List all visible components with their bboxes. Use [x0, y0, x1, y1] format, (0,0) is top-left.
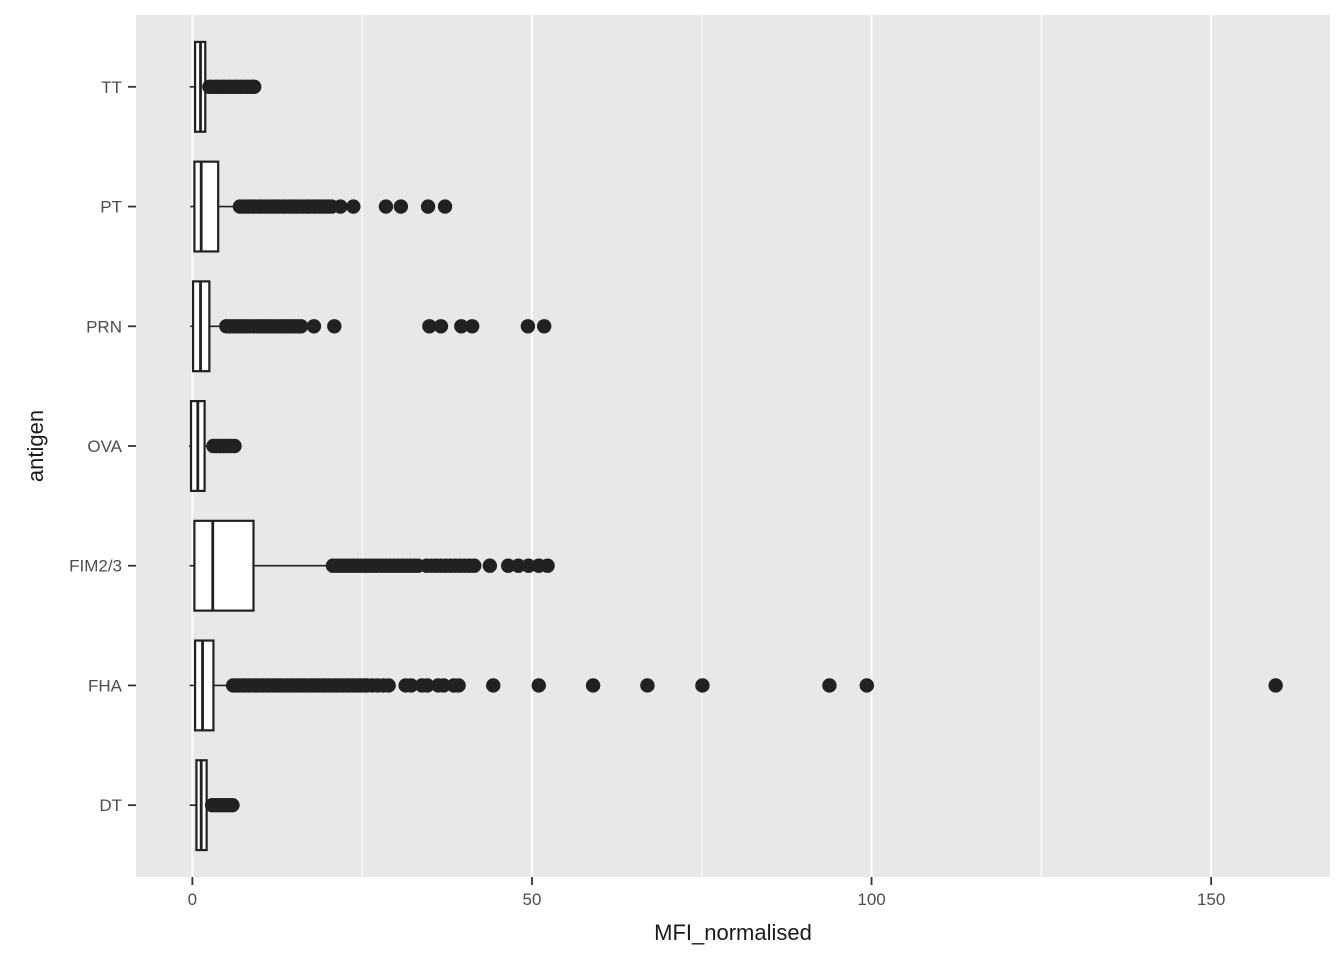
outlier-dot — [420, 199, 436, 214]
outlier-dot — [531, 678, 546, 693]
outlier-dot — [420, 678, 435, 693]
x-tick-label-100: 100 — [857, 890, 885, 909]
y-tick-label-tt: TT — [101, 78, 122, 97]
outlier-dot — [640, 678, 655, 693]
outlier-dot — [225, 797, 240, 813]
outlier-dot — [859, 678, 874, 693]
outlier-dot — [464, 319, 480, 334]
outlier-dot — [346, 199, 361, 214]
outlier-dot — [436, 678, 451, 693]
box-fha — [193, 639, 215, 732]
outlier-dot — [454, 319, 469, 334]
outlier-dot — [327, 319, 342, 334]
outlier-dot — [467, 558, 482, 573]
outlier-dot — [451, 678, 466, 693]
x-tick-label-50: 50 — [523, 890, 542, 909]
outlier-dot — [585, 678, 601, 693]
outlier-dot — [482, 558, 498, 573]
x-axis-title: MFI_normalised — [654, 920, 812, 945]
outlier-dot — [306, 319, 322, 334]
outlier-dot — [521, 558, 536, 573]
outlier-dot — [227, 438, 242, 454]
outlier-dot — [246, 79, 262, 95]
y-tick-label-fim2-3: FIM2/3 — [69, 557, 122, 576]
outlier-dot — [422, 319, 437, 334]
outlier-dot — [536, 319, 552, 334]
x-tick-label-0: 0 — [188, 890, 197, 909]
outlier-dot — [393, 199, 409, 214]
outlier-dot — [293, 319, 309, 334]
outlier-dot — [520, 319, 536, 334]
y-tick-label-dt: DT — [99, 796, 122, 815]
outlier-dot — [540, 558, 555, 573]
y-axis-title: antigen — [23, 409, 48, 483]
outlier-dot — [1268, 678, 1283, 693]
y-tick-label-pt: PT — [100, 198, 122, 217]
plot-panel — [136, 15, 1330, 877]
box-pt — [193, 160, 220, 253]
outlier-dot — [486, 678, 501, 693]
outlier-dot — [822, 678, 837, 693]
x-tick-label-150: 150 — [1197, 890, 1225, 909]
outlier-dot — [433, 319, 449, 334]
outlier-dot — [378, 199, 394, 214]
y-tick-label-fha: FHA — [88, 676, 123, 695]
outlier-dot — [403, 678, 419, 693]
y-tick-label-prn: PRN — [86, 317, 122, 336]
box-fim2-3 — [193, 519, 255, 612]
outlier-dot — [511, 558, 526, 573]
y-tick-label-ova: OVA — [87, 437, 122, 456]
outlier-dot — [695, 678, 710, 693]
outlier-dot — [333, 199, 348, 214]
outlier-dot — [381, 678, 396, 693]
outlier-dot — [437, 199, 453, 214]
outlier-dot — [500, 558, 516, 573]
